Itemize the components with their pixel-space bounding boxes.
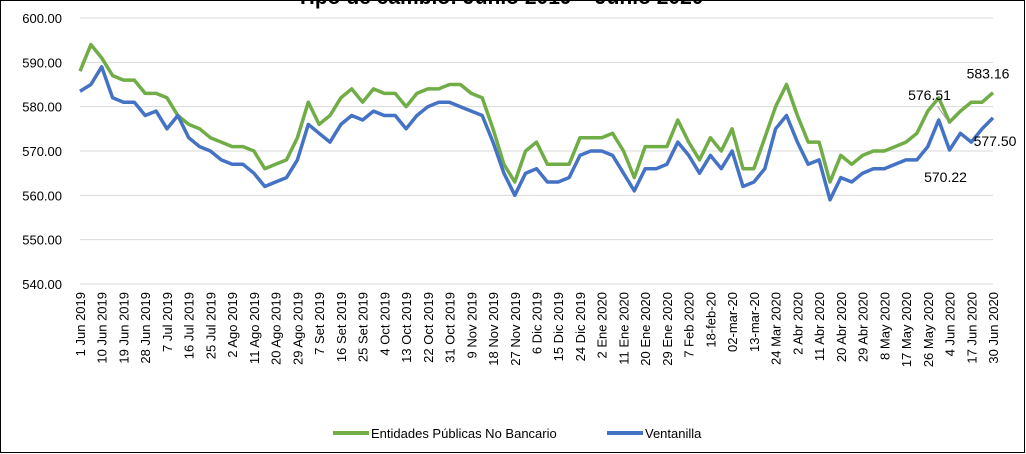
series-line [78,42,995,184]
x-tick-label: 16 Set 2019 [334,292,349,362]
legend-label: Entidades Públicas No Bancario [371,426,557,441]
y-tick-label: 550.00 [22,233,62,248]
x-tick-label: 26 May 2020 [921,292,936,367]
x-tick-label: 17 May 2020 [899,292,914,367]
x-tick-label: 15 Dic 2019 [551,292,566,361]
x-tick-label: 28 Jun 2019 [138,292,153,364]
legend-label: Ventanilla [645,426,702,441]
data-label: 570.22 [924,169,967,185]
x-tick-label: 19 Jun 2019 [116,292,131,364]
x-tick-label: 4 Oct 2019 [377,292,392,356]
x-tick-label: 11 Ene 2020 [616,292,631,365]
x-tick-label: 11 Ago 2019 [247,292,262,364]
x-tick-label: 25 Jul 2019 [203,292,218,359]
y-tick-label: 600.00 [22,11,62,26]
x-tick-label: 9 Nov 2019 [464,292,479,359]
x-tick-label: 17 Jun 2020 [964,292,979,364]
x-tick-label: 2 Ago 2019 [225,292,240,358]
x-tick-label: 29 Ene 2020 [660,292,675,366]
x-tick-label: 22 Oct 2019 [421,292,436,363]
x-tick-label: 8 May 2020 [877,292,892,360]
x-tick-label: 11 Abr 2020 [812,292,827,361]
x-tick-label: 02-mar-20 [725,292,740,352]
y-tick-label: 570.00 [22,144,62,159]
x-tick-label: 27 Nov 2019 [508,292,523,366]
y-tick-label: 560.00 [22,188,62,203]
x-tick-label: 10 Jun 2019 [95,292,110,364]
x-tick-label: 16 Jul 2019 [182,292,197,359]
data-label: 576.51 [908,87,951,103]
x-tick-label: 29 Abr 2020 [856,292,871,362]
x-tick-label: 29 Ago 2019 [290,292,305,365]
y-tick-label: 540.00 [22,277,62,292]
x-tick-label: 7 Feb 2020 [682,292,697,358]
data-label: 583.16 [967,66,1010,82]
x-tick-label: 4 Jun 2020 [943,292,958,356]
x-tick-label: 31 Oct 2019 [443,292,458,363]
x-tick-label: 18-feb-20 [703,292,718,348]
x-tick-label: 30 Jun 2020 [986,292,1001,364]
series-line [79,65,995,202]
x-tick-label: 24 Mar 2020 [769,292,784,365]
x-tick-label: 20 Abr 2020 [834,292,849,362]
x-tick-label: 20 Ene 2020 [638,292,653,366]
x-tick-label: 24 Dic 2019 [573,292,588,361]
y-tick-label: 580.00 [22,100,62,115]
x-tick-label: 2 Abr 2020 [790,292,805,355]
x-tick-label: 18 Nov 2019 [486,292,501,366]
x-tick-label: 25 Set 2019 [356,292,371,362]
y-tick-label: 590.00 [22,55,62,70]
label-leader [937,105,947,120]
x-tick-label: 20 Ago 2019 [269,292,284,365]
x-tick-label: 13-mar-20 [747,292,762,352]
data-label: 577.50 [974,133,1017,149]
x-tick-label: 13 Oct 2019 [399,292,414,363]
x-tick-label: 7 Jul 2019 [160,292,175,352]
x-tick-label: 1 Jun 2019 [73,292,88,356]
chart-title: Tipo de cambio: Junio 2019 – Junio 2020 [297,0,704,9]
x-tick-label: 7 Set 2019 [312,292,327,355]
x-tick-label: 6 Dic 2019 [530,292,545,354]
x-tick-label: 2 Ene 2020 [595,292,610,359]
